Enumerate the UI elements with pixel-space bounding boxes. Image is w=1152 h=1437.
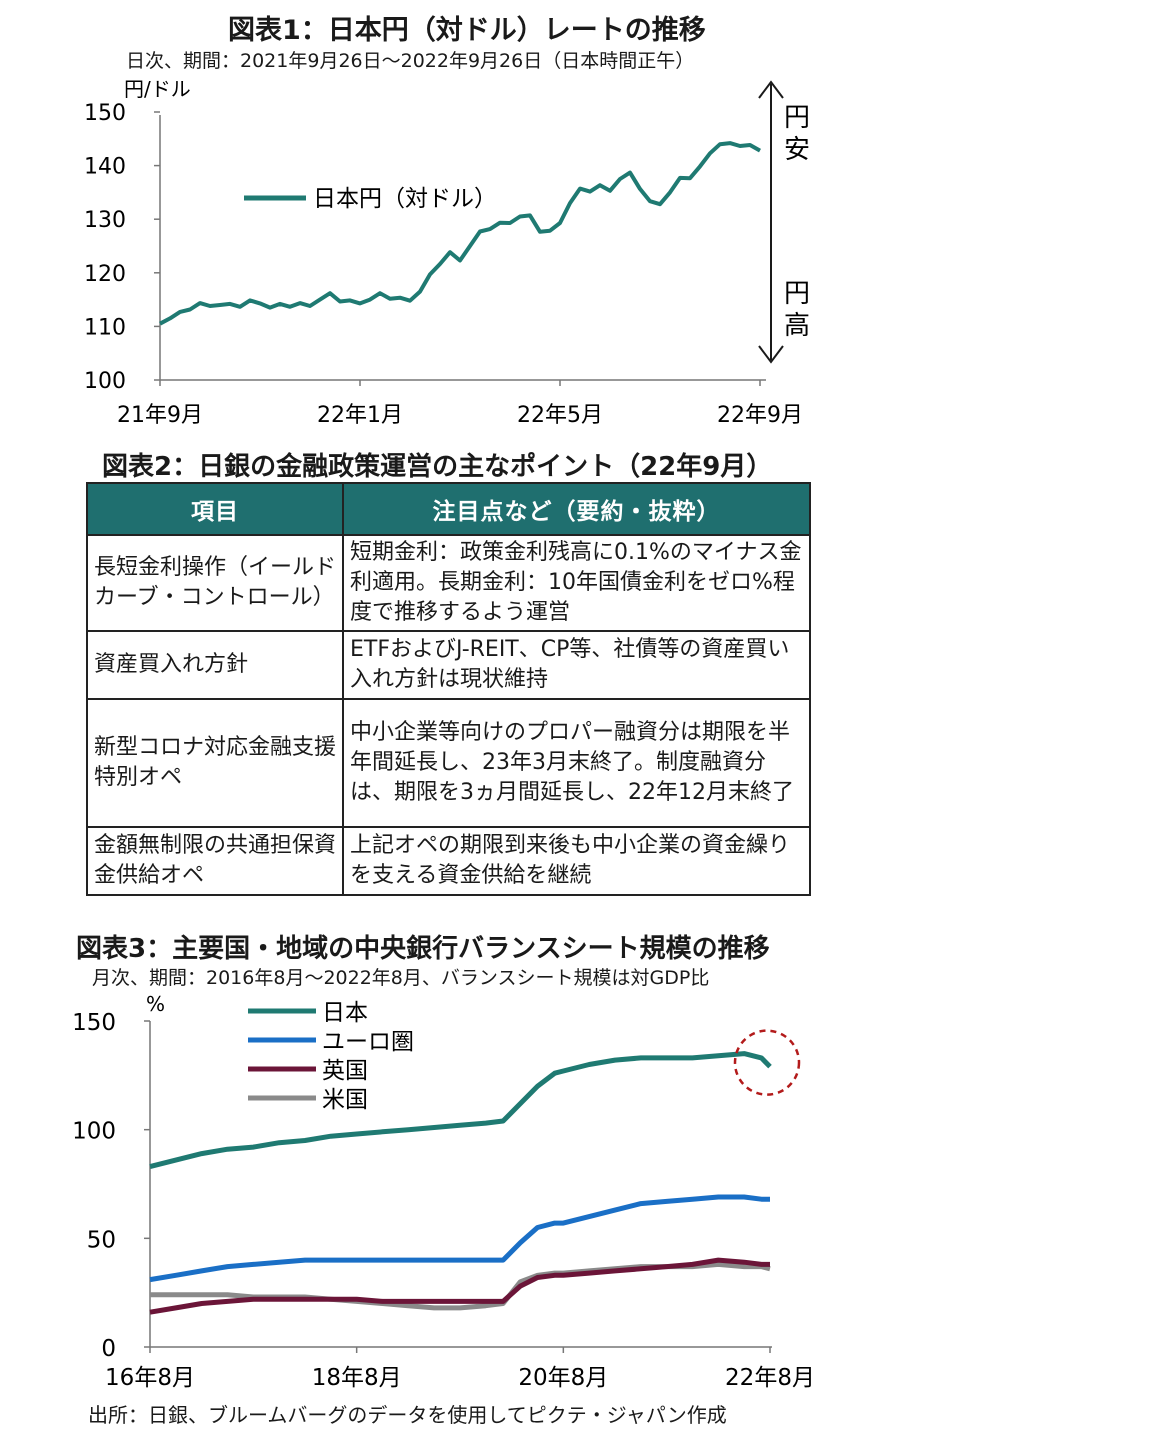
chart3-legend-label: 日本 <box>322 1000 368 1026</box>
chart3-plot: % 0 50 100 150 16年8月 18年8月 20年8月 22年8月 日本ユーロ圏英… <box>72 992 815 1391</box>
chart1-y-tick-label: 120 <box>84 262 126 287</box>
table-title: 図表2：日銀の金融政策運営の主なポイント（22年9月） <box>102 452 773 482</box>
table-header-row: 項目 注目点など（要約・抜粋） <box>86 482 811 536</box>
chart1-x-tick-label: 22年1月 <box>317 403 403 428</box>
chart1-x-tick-label: 22年9月 <box>717 403 803 428</box>
chart1-annot-top-2: 安 <box>784 135 810 165</box>
chart3-y-tick-label: 100 <box>72 1119 116 1145</box>
chart3-y-tick-label: 0 <box>101 1336 116 1362</box>
chart1-x-tick-label: 21年9月 <box>117 403 203 428</box>
table-header-item: 項目 <box>86 482 344 536</box>
table-cell-item: 金額無制限の共通担保資金供給オペ <box>86 826 344 896</box>
chart1-y-tick-label: 110 <box>84 315 126 340</box>
chart1-annot-bottom-2: 高 <box>784 311 810 341</box>
chart1-y-tick-label: 140 <box>84 155 126 180</box>
chart3-y-tick-label: 150 <box>72 1010 116 1036</box>
chart3-highlight-circle <box>733 1029 801 1096</box>
table-cell-notes: 短期金利：政策金利残高に0.1%のマイナス金利適用。長期金利：10年国債金利をゼ… <box>342 534 811 632</box>
chart3-x-tick-label: 20年8月 <box>518 1365 608 1391</box>
chart1-legend-label: 日本円（対ドル） <box>313 186 497 212</box>
chart1-subtitle: 日次、期間：2021年9月26日～2022年9月26日（日本時間正午） <box>126 50 695 72</box>
chart1-annot-bottom-1: 円 <box>784 279 810 309</box>
chart1-y-tick-label: 100 <box>84 369 126 394</box>
chart3-x-tick-label: 22年8月 <box>725 1365 815 1391</box>
chart3-legend-label: 米国 <box>322 1087 368 1113</box>
source-note: 出所：日銀、ブルームバーグのデータを使用してピクテ・ジャパン作成 <box>88 1403 727 1427</box>
chart1-series-line <box>159 141 761 326</box>
chart1-annot-top-1: 円 <box>784 103 810 133</box>
chart3-x-tick-label: 18年8月 <box>312 1365 402 1391</box>
chart1-arrow-down-icon <box>758 345 784 364</box>
table-cell-item: 新型コロナ対応金融支援特別オペ <box>86 698 344 828</box>
table-cell-item: 長短金利操作（イールドカーブ・コントロール） <box>86 534 344 632</box>
chart3-x-tick-label: 16年8月 <box>105 1365 195 1391</box>
table-row: 長短金利操作（イールドカーブ・コントロール） 短期金利：政策金利残高に0.1%の… <box>86 534 811 632</box>
table-row: 新型コロナ対応金融支援特別オペ 中小企業等向けのプロパー融資分は期限を半年間延長… <box>86 698 811 828</box>
chart3-legend-label: 英国 <box>322 1058 368 1084</box>
table-row: 金額無制限の共通担保資金供給オペ 上記オペの期限到来後も中小企業の資金繰りを支え… <box>86 826 811 896</box>
chart3-legend-label: ユーロ圏 <box>322 1029 414 1055</box>
chart3-series-line <box>149 1194 770 1283</box>
chart3-unit: % <box>146 992 165 1016</box>
table-row: 資産買入れ方針 ETFおよびJ-REIT、CP等、社債等の資産買い入れ方針は現状… <box>86 630 811 700</box>
policy-table: 項目 注目点など（要約・抜粋） 長短金利操作（イールドカーブ・コントロール） 短… <box>86 482 811 896</box>
table-cell-notes: ETFおよびJ-REIT、CP等、社債等の資産買い入れ方針は現状維持 <box>342 630 811 700</box>
chart1-unit: 円/ドル <box>124 77 191 101</box>
table-cell-notes: 上記オペの期限到来後も中小企業の資金繰りを支える資金供給を継続 <box>342 826 811 896</box>
table-cell-item: 資産買入れ方針 <box>86 630 344 700</box>
chart3-series-line <box>149 1257 770 1315</box>
chart3-y-tick-label: 50 <box>87 1227 116 1253</box>
chart3-title: 図表3：主要国・地域の中央銀行バランスシート規模の推移 <box>76 934 770 964</box>
chart3-series-line <box>149 1051 772 1170</box>
chart3-subtitle: 月次、期間：2016年8月～2022年8月、バランスシート規模は対GDP比 <box>92 967 710 989</box>
chart1-arrow-up-icon <box>758 80 784 99</box>
chart1-x-tick-label: 22年5月 <box>517 403 603 428</box>
chart1-y-tick-label: 150 <box>84 101 126 126</box>
chart1-y-tick-label: 130 <box>84 208 126 233</box>
table-header-notes: 注目点など（要約・抜粋） <box>342 482 811 536</box>
chart1-plot: 円/ドル 100 110 120 130 140 150 21年9月 22年1月 22年5月 2… <box>84 77 810 428</box>
table-cell-notes: 中小企業等向けのプロパー融資分は期限を半年間延長し、23年3月末終了。制度融資分… <box>342 698 811 828</box>
chart1-title: 図表1：日本円（対ドル）レートの推移 <box>228 15 706 46</box>
